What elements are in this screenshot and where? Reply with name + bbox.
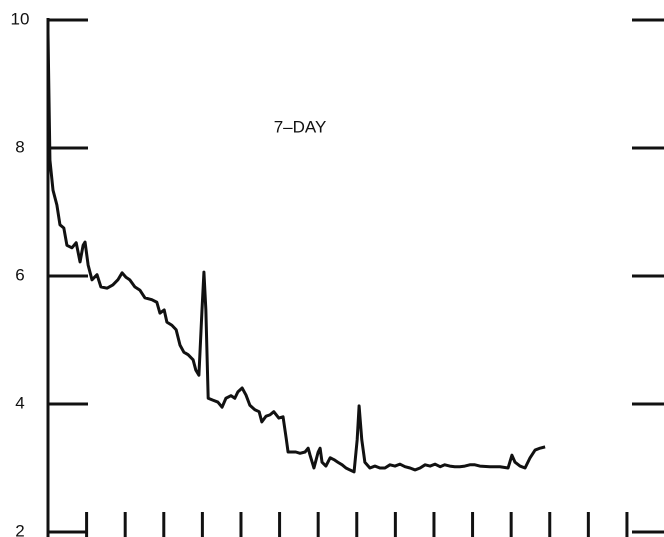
y-tick-label: 2 [15,521,24,537]
y-tick-label: 8 [15,137,24,156]
chart-title: 7–DAY [274,117,327,136]
data-line [46,32,546,474]
y-tick-label: 10 [11,9,30,28]
y-tick-label: 4 [15,393,24,412]
y-tick-label: 6 [15,265,24,284]
